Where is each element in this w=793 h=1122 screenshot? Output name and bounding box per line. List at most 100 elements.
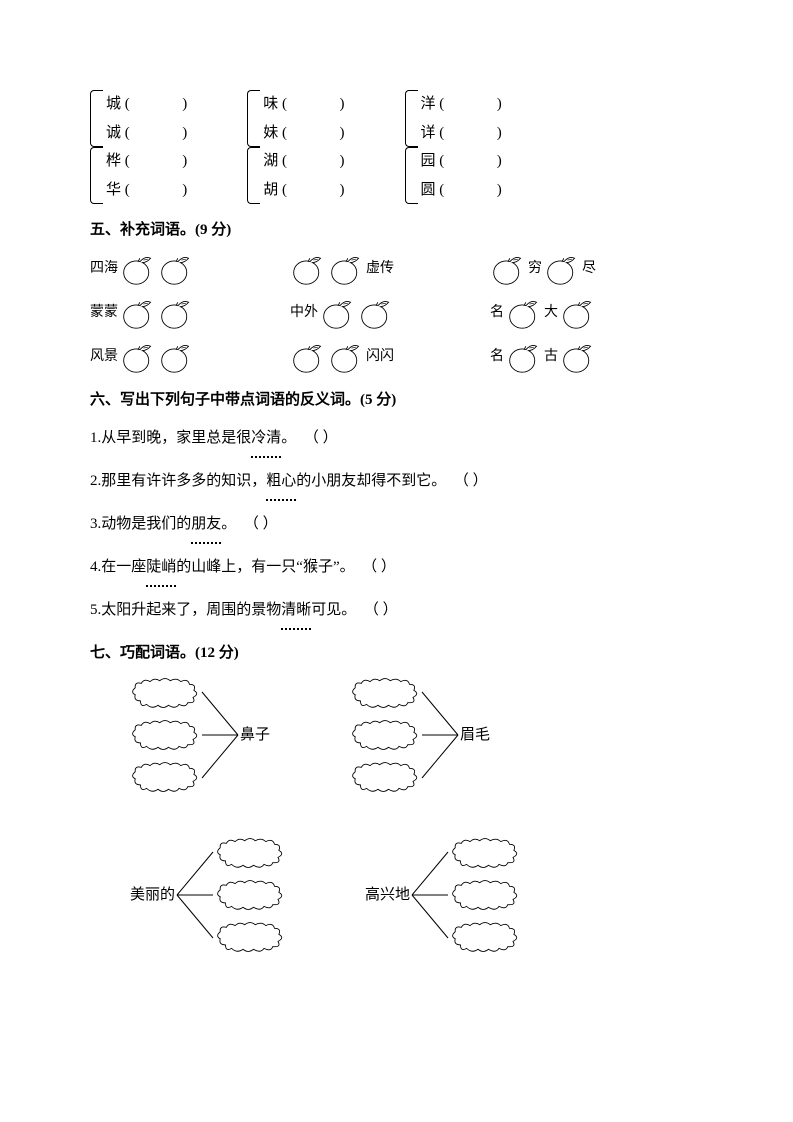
idiom-fill-item: 四海	[90, 252, 250, 286]
char-blank-row: 城 ( )	[106, 90, 187, 119]
idiom-fill-item: 闪闪	[290, 340, 450, 374]
idiom-fill-item: 虚传	[290, 252, 450, 286]
idiom-text: 名	[490, 302, 504, 324]
cloud-icon	[130, 676, 200, 710]
answer-blank: （ ）	[364, 594, 398, 627]
section5-grid: 四海 虚传 穷 尽蒙蒙 中外	[90, 252, 703, 374]
antonym-sentence: 2.那里有许许多多的知识，粗心的小朋友却得不到它。 （ ）	[90, 465, 703, 498]
orange-icon	[490, 252, 526, 286]
connector-lines	[410, 835, 450, 955]
cloud-icon	[215, 836, 285, 870]
brace-icon	[90, 147, 103, 204]
sentence-text: 的山峰上，有一只“猴子”。	[176, 559, 347, 575]
cloud-icon	[450, 836, 520, 870]
sentence-text: 。	[281, 430, 289, 446]
sentence-number: 3.	[90, 516, 101, 532]
cloud-column	[350, 676, 420, 794]
word-match-item: 眉毛	[350, 675, 490, 795]
brace-icon	[405, 90, 418, 147]
char-blank-row: 味 ( )	[263, 90, 344, 119]
brace-icon	[90, 90, 103, 147]
section7-heading: 七、巧配词语。(12 分)	[90, 641, 703, 665]
cloud-column	[130, 676, 200, 794]
orange-icon	[158, 296, 194, 330]
orange-icon	[328, 340, 364, 374]
orange-icon	[358, 296, 394, 330]
idiom-text: 大	[544, 302, 558, 324]
dotted-word: 清晰	[281, 594, 311, 627]
word-match-item: 美丽的	[130, 835, 285, 955]
sentence-text: 从早到晚，家里总是很	[101, 430, 251, 446]
dotted-word: 朋友	[191, 508, 221, 541]
section6-heading: 六、写出下列句子中带点词语的反义词。(5 分)	[90, 388, 703, 412]
sentence-number: 2.	[90, 473, 101, 489]
cloud-icon	[215, 920, 285, 954]
word-match-item: 高兴地	[365, 835, 520, 955]
match-label: 眉毛	[460, 723, 490, 747]
section5-heading: 五、补充词语。(9 分)	[90, 218, 703, 242]
sentence-number: 4.	[90, 559, 101, 575]
orange-icon	[158, 340, 194, 374]
char-blank-row: 洋 ( )	[421, 90, 502, 119]
dotted-word: 陡峭	[146, 551, 176, 584]
cloud-icon	[450, 920, 520, 954]
cloud-icon	[350, 676, 420, 710]
idiom-text: 穷	[528, 258, 542, 280]
idiom-fill-item: 中外	[290, 296, 450, 330]
match-label: 高兴地	[365, 883, 410, 907]
orange-icon	[120, 296, 156, 330]
cloud-column	[450, 836, 520, 954]
answer-blank: （ ）	[304, 422, 338, 455]
char-blank-row: 诚 ( )	[106, 119, 187, 148]
idiom-text: 中外	[290, 302, 318, 324]
orange-icon	[328, 252, 364, 286]
char-blank-row: 桦 ( )	[106, 147, 187, 176]
match-label: 鼻子	[240, 723, 270, 747]
sentence-text: 。	[221, 516, 229, 532]
idiom-fill-item: 穷 尽	[490, 252, 650, 286]
answer-blank: （ ）	[454, 465, 488, 498]
orange-icon	[506, 296, 542, 330]
char-blank-row: 华 ( )	[106, 176, 187, 205]
section6-list: 1.从早到晚，家里总是很冷清。 （ ）2.那里有许许多多的知识，粗心的小朋友却得…	[90, 422, 703, 627]
dotted-word: 冷清	[251, 422, 281, 455]
section7-grid: 鼻子 眉毛美丽的 高兴地	[90, 675, 703, 955]
answer-blank: （ ）	[362, 551, 396, 584]
sentence-number: 5.	[90, 602, 101, 618]
sentence-text: 的小朋友却得不到它。	[296, 473, 439, 489]
idiom-text: 风景	[90, 346, 118, 368]
orange-icon	[560, 340, 596, 374]
idiom-text: 蒙蒙	[90, 302, 118, 324]
orange-icon	[544, 252, 580, 286]
orange-icon	[120, 252, 156, 286]
character-brace-groups: 城 ( )诚 ( )桦 ( )华 ( )味 ( )妹 ( )湖 ( )胡 ( )…	[90, 90, 703, 204]
idiom-text: 四海	[90, 258, 118, 280]
cloud-icon	[130, 718, 200, 752]
idiom-fill-item: 名 古	[490, 340, 650, 374]
cloud-icon	[350, 718, 420, 752]
char-blank-row: 园 ( )	[421, 147, 502, 176]
sentence-text: 在一座	[101, 559, 146, 575]
connector-lines	[175, 835, 215, 955]
orange-icon	[290, 340, 326, 374]
brace-icon	[405, 147, 418, 204]
cloud-column	[215, 836, 285, 954]
idiom-text: 闪闪	[366, 346, 394, 368]
orange-icon	[120, 340, 156, 374]
orange-icon	[158, 252, 194, 286]
char-blank-row: 圆 ( )	[421, 176, 502, 205]
char-blank-row: 妹 ( )	[263, 119, 344, 148]
idiom-text: 古	[544, 346, 558, 368]
idiom-fill-item: 名 大	[490, 296, 650, 330]
orange-icon	[320, 296, 356, 330]
word-match-item: 鼻子	[130, 675, 270, 795]
orange-icon	[560, 296, 596, 330]
antonym-sentence: 5.太阳升起来了，周围的景物清晰可见。 （ ）	[90, 594, 703, 627]
cloud-icon	[350, 760, 420, 794]
brace-icon	[247, 90, 260, 147]
idiom-fill-item: 蒙蒙	[90, 296, 250, 330]
cloud-icon	[215, 878, 285, 912]
antonym-sentence: 4.在一座陡峭的山峰上，有一只“猴子”。 （ ）	[90, 551, 703, 584]
sentence-text: 动物是我们的	[101, 516, 191, 532]
sentence-text: 可见。	[311, 602, 349, 618]
